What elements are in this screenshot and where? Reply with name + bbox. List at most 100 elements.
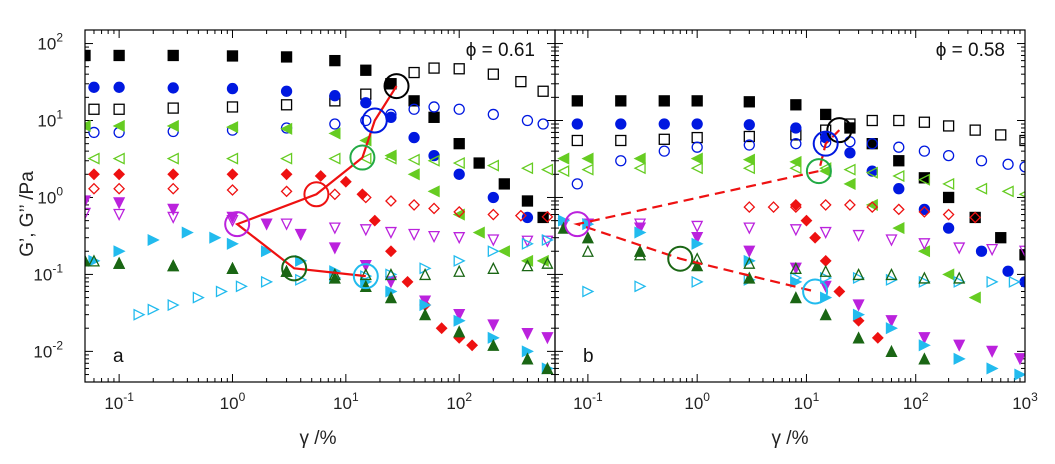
data-point: [843, 163, 856, 176]
data-point: [658, 133, 670, 145]
panel-b: 10-1 100 101 102 103 b ϕ = 0.58: [554, 29, 1038, 413]
data-point: [633, 218, 647, 231]
series-10: [88, 226, 554, 375]
data-point: [453, 205, 466, 218]
data-point: [167, 82, 179, 94]
data-point: [537, 118, 549, 130]
data-point: [88, 168, 100, 181]
data-point: [359, 267, 372, 281]
data-point: [1008, 275, 1021, 288]
data-point: [691, 131, 703, 144]
data-point: [892, 222, 905, 235]
data-point: [280, 185, 293, 198]
data-point: [226, 184, 239, 196]
data-point: [615, 118, 627, 130]
data-point: [521, 237, 534, 250]
data-point: [408, 66, 420, 79]
crossover-circle: [805, 158, 832, 185]
data-point: [521, 259, 534, 272]
data-point: [866, 114, 878, 127]
data-point: [487, 319, 500, 332]
data-point: [885, 234, 898, 247]
data-point: [743, 245, 756, 258]
data-point: [800, 214, 813, 227]
series-5: [557, 162, 1025, 198]
data-point: [384, 291, 398, 304]
data-point: [280, 122, 293, 135]
data-point: [329, 54, 341, 67]
data-point: [1019, 134, 1025, 147]
data-point: [497, 245, 510, 258]
x-axis-label-a: γ /%: [300, 428, 337, 449]
data-point: [691, 220, 704, 233]
data-point: [514, 209, 527, 222]
data-point: [85, 49, 91, 62]
data-point: [918, 145, 931, 157]
data-point: [885, 315, 898, 328]
crossover-circle: [349, 144, 376, 171]
data-point: [975, 182, 988, 195]
crossover-circle: [281, 255, 308, 282]
data-point: [113, 245, 126, 258]
data-point: [767, 201, 780, 213]
data-point: [88, 81, 100, 93]
data-point: [328, 127, 341, 140]
data-point: [893, 141, 905, 153]
x-tick-label: 10-1: [573, 390, 603, 413]
data-point: [280, 85, 293, 97]
x-tick-label: 101: [333, 390, 359, 413]
data-point: [280, 218, 293, 231]
data-point: [852, 229, 865, 242]
data-point: [819, 254, 832, 267]
data-point: [843, 177, 856, 190]
data-point: [995, 129, 1007, 141]
data-point: [521, 235, 534, 248]
x-tick-label: 101: [794, 390, 820, 413]
data-point: [918, 238, 931, 251]
series-5: [87, 152, 554, 176]
data-point: [356, 188, 369, 201]
crossover-circle: [303, 181, 330, 208]
data-point: [226, 82, 239, 95]
data-point: [844, 118, 856, 130]
data-point: [167, 203, 180, 216]
crossover-circle: [352, 263, 379, 290]
data-point: [329, 118, 341, 130]
data-point: [852, 308, 866, 321]
data-point: [385, 78, 397, 90]
data-point: [260, 245, 274, 258]
data-point: [789, 261, 802, 274]
series-3: [88, 101, 549, 139]
data-point: [1013, 353, 1025, 366]
data-point: [743, 119, 755, 131]
series-9: [85, 207, 554, 248]
data-point: [435, 322, 448, 335]
data-point: [571, 178, 583, 190]
data-point: [226, 168, 239, 181]
data-point: [407, 153, 420, 166]
data-point: [691, 141, 703, 153]
data-point: [521, 327, 534, 341]
y-tick-label: 10-2: [33, 338, 63, 361]
crossover-circle: [812, 130, 839, 157]
data-point: [385, 268, 398, 281]
data-point: [942, 268, 955, 281]
data-point: [953, 352, 966, 365]
data-point: [167, 259, 180, 272]
data-point: [226, 214, 239, 228]
data-point: [453, 254, 466, 267]
data-point: [690, 152, 703, 165]
data-point: [419, 267, 432, 281]
data-point: [658, 118, 670, 130]
data-point: [88, 182, 100, 195]
data-point: [658, 145, 670, 157]
data-point: [986, 345, 999, 358]
data-point: [658, 95, 670, 107]
data-point: [486, 159, 499, 172]
data-point: [453, 168, 465, 180]
crossover-circle: [224, 211, 251, 238]
data-point: [85, 254, 92, 267]
data-point: [541, 256, 554, 269]
data-point: [209, 231, 222, 244]
